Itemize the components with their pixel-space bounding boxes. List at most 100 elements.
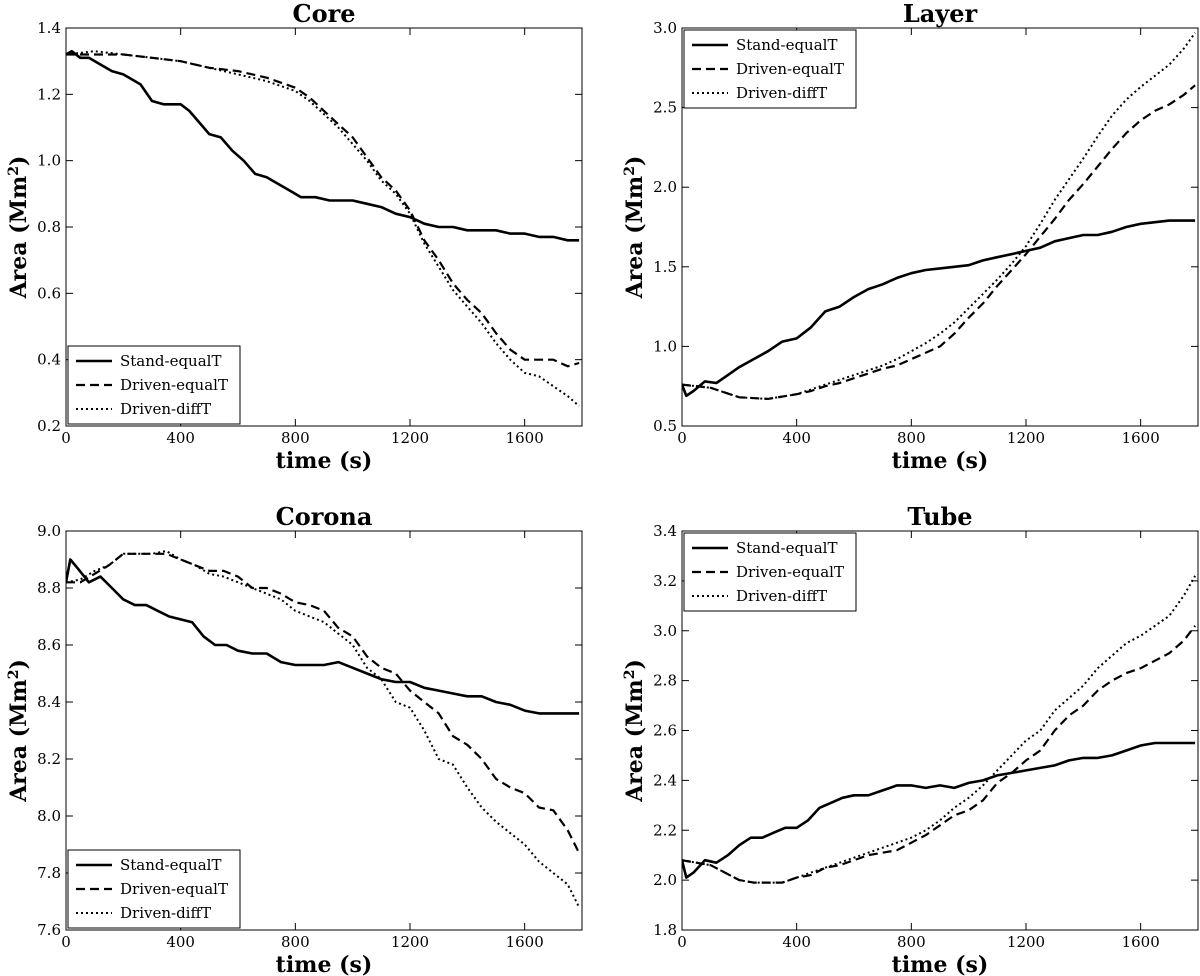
- series-group: [66, 49, 580, 407]
- legend: Stand-equalT Driven-equalT Driven-diffT: [67, 849, 241, 929]
- layer-panel: Layer time (s) Area (Mm2) 0 400 800 1200 160…: [622, 0, 1199, 474]
- x-tick-label: 800: [897, 933, 926, 951]
- y-tick-label: 2.6: [653, 722, 677, 740]
- legend-label: Driven-diffT: [736, 587, 827, 605]
- x-tick-label: 0: [61, 429, 71, 447]
- x-tick-label: 800: [281, 429, 310, 447]
- series-line-stand-equalt: [66, 558, 580, 715]
- x-tick-label: 1600: [506, 429, 544, 447]
- series-line-stand-equalt: [66, 49, 580, 242]
- y-tick-label: 3.0: [653, 19, 677, 37]
- panel-title: Tube: [907, 502, 972, 531]
- x-axis-label: time (s): [892, 952, 989, 976]
- y-tick-label: 2.0: [653, 871, 677, 889]
- legend: Stand-equalT Driven-equalT Driven-diffT: [67, 345, 241, 425]
- y-tick-label: 7.6: [37, 921, 61, 939]
- tube-panel: Tube time (s) Area (Mm2) 0 400 800 1200 1600…: [622, 502, 1199, 976]
- y-tick-label: 8.2: [37, 750, 61, 768]
- series-line-driven-equalt: [682, 84, 1196, 400]
- x-tick-label: 400: [166, 429, 195, 447]
- legend-label: Stand-equalT: [736, 36, 837, 54]
- y-tick-label: 1.4: [37, 19, 61, 37]
- legend-label: Driven-equalT: [736, 563, 844, 581]
- y-tick-label: 1.8: [653, 921, 677, 939]
- x-tick-label: 1600: [506, 933, 544, 951]
- y-tick-label: 9.0: [37, 522, 61, 540]
- y-tick-label: 7.8: [37, 864, 61, 882]
- x-tick-label: 800: [281, 933, 310, 951]
- x-tick-label: 1600: [1122, 933, 1160, 951]
- series-line-driven-equalt: [682, 625, 1196, 884]
- legend-label: Stand-equalT: [120, 856, 221, 874]
- y-tick-label: 0.5: [653, 417, 677, 435]
- series-line-driven-difft: [66, 50, 580, 407]
- plot-frame: [65, 530, 583, 931]
- core-panel: Core time (s) Area (Mm2) 0 400 800 1200 1600…: [6, 0, 583, 474]
- x-tick-label: 0: [677, 933, 687, 951]
- legend-label: Driven-equalT: [120, 376, 228, 394]
- x-tick-label: 1200: [1007, 933, 1045, 951]
- y-tick-label: 8.6: [37, 636, 61, 654]
- y-tick-label: 8.8: [37, 579, 61, 597]
- legend: Stand-equalT Driven-equalT Driven-diffT: [683, 29, 857, 109]
- y-tick-label: 1.0: [37, 152, 61, 170]
- x-axis-label: time (s): [276, 952, 373, 976]
- series-line-driven-difft: [682, 575, 1196, 884]
- x-tick-label: 400: [782, 429, 811, 447]
- legend-label: Driven-diffT: [736, 84, 827, 102]
- legend-label: Driven-diffT: [120, 904, 211, 922]
- y-tick-label: 0.6: [37, 284, 61, 302]
- y-tick-label: 0.8: [37, 218, 61, 236]
- y-tick-label: 3.2: [653, 572, 677, 590]
- legend: Stand-equalT Driven-equalT Driven-diffT: [683, 532, 857, 612]
- series-line-stand-equalt: [682, 219, 1196, 398]
- y-tick-label: 2.0: [653, 178, 677, 196]
- x-tick-label: 400: [166, 933, 195, 951]
- corona-panel: Corona time (s) Area (Mm2) 0 400 800 1200 16…: [6, 502, 583, 976]
- legend-label: Stand-equalT: [120, 352, 221, 370]
- y-tick-label: 2.5: [653, 99, 677, 117]
- x-tick-label: 800: [897, 429, 926, 447]
- y-tick-label: 2.2: [653, 821, 677, 839]
- y-axis-label: Area (Mm2): [6, 156, 32, 300]
- y-tick-label: 1.0: [653, 337, 677, 355]
- y-tick-label: 8.4: [37, 693, 61, 711]
- x-tick-label: 1200: [391, 429, 429, 447]
- series-line-driven-equalt: [66, 552, 581, 854]
- panel-title: Corona: [276, 502, 373, 531]
- x-axis-label: time (s): [892, 448, 989, 474]
- y-axis-label: Area (Mm2): [6, 659, 32, 803]
- y-tick-label: 2.8: [653, 672, 677, 690]
- panel-title: Layer: [903, 0, 978, 28]
- legend-label: Driven-equalT: [120, 880, 228, 898]
- legend-label: Driven-equalT: [736, 60, 844, 78]
- x-tick-label: 0: [61, 933, 71, 951]
- x-tick-label: 1200: [391, 933, 429, 951]
- y-tick-label: 2.4: [653, 771, 677, 789]
- series-group: [682, 575, 1196, 884]
- series-group: [66, 550, 581, 908]
- y-tick-label: 3.0: [653, 622, 677, 640]
- x-tick-label: 1200: [1007, 429, 1045, 447]
- x-axis-label: time (s): [276, 448, 373, 474]
- plot-frame: [681, 27, 1199, 427]
- series-line-stand-equalt: [682, 741, 1196, 879]
- y-tick-label: 1.2: [37, 85, 61, 103]
- y-tick-label: 0.2: [37, 417, 61, 435]
- x-tick-label: 1600: [1122, 429, 1160, 447]
- y-tick-label: 8.0: [37, 807, 61, 825]
- y-tick-label: 1.5: [653, 258, 677, 276]
- series-line-driven-equalt: [66, 53, 580, 368]
- y-axis-label: Area (Mm2): [622, 659, 648, 803]
- y-tick-label: 0.4: [37, 351, 61, 369]
- panel-title: Core: [292, 0, 355, 28]
- legend-label: Stand-equalT: [736, 539, 837, 557]
- series-group: [682, 32, 1196, 400]
- x-tick-label: 0: [677, 429, 687, 447]
- y-tick-label: 3.4: [653, 522, 677, 540]
- legend-label: Driven-diffT: [120, 400, 211, 418]
- y-axis-label: Area (Mm2): [622, 156, 648, 300]
- x-tick-label: 400: [782, 933, 811, 951]
